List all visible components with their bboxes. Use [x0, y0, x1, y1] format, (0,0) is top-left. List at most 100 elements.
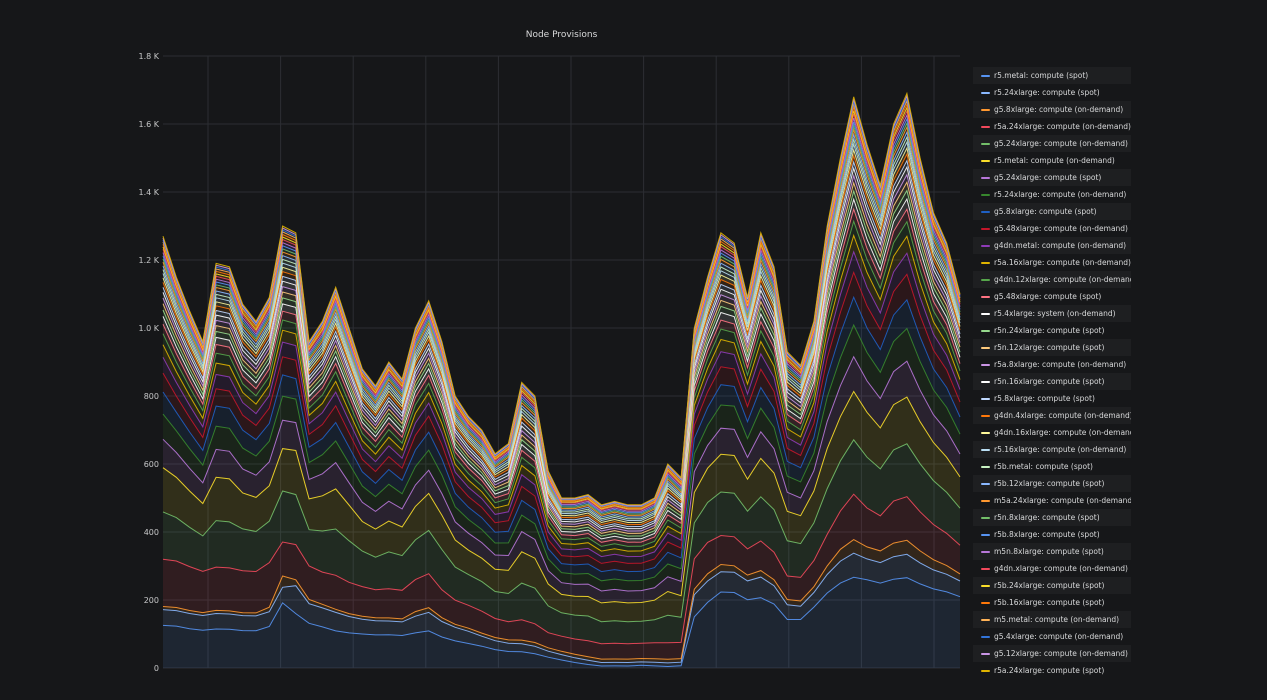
legend-swatch [981, 584, 990, 587]
legend-label: r5a.24xlarge: compute (on-demand) [994, 122, 1131, 131]
legend-item[interactable]: g4dn.4xlarge: compute (on-demand) [973, 407, 1131, 424]
legend-swatch [981, 482, 990, 485]
legend-item[interactable]: g5.24xlarge: compute (spot) [973, 169, 1131, 186]
legend-item[interactable]: g5.12xlarge: compute (on-demand) [973, 645, 1131, 662]
ytick-label: 600 [144, 460, 159, 469]
legend-label: r5b.metal: compute (spot) [994, 462, 1093, 471]
legend-label: r5.4xlarge: system (on-demand) [994, 309, 1116, 318]
legend-swatch [981, 601, 990, 604]
legend-swatch [981, 652, 990, 655]
legend-label: g5.8xlarge: compute (on-demand) [994, 105, 1124, 114]
legend-label: r5n.12xlarge: compute (spot) [994, 343, 1105, 352]
legend-item[interactable]: r5a.16xlarge: compute (on-demand) [973, 254, 1131, 271]
series-area [163, 439, 960, 644]
legend-item[interactable]: g4dn.xlarge: compute (on-demand) [973, 560, 1131, 577]
legend-item[interactable]: r5.metal: compute (spot) [973, 67, 1131, 84]
legend-label: r5b.16xlarge: compute (spot) [994, 598, 1105, 607]
legend-item[interactable]: r5.metal: compute (on-demand) [973, 152, 1131, 169]
legend-label: g5.4xlarge: compute (on-demand) [994, 632, 1124, 641]
series-line [162, 552, 961, 664]
ytick-label: 800 [144, 392, 159, 401]
legend-item[interactable]: g5.8xlarge: compute (on-demand) [973, 101, 1131, 118]
series-line [162, 250, 961, 558]
legend-swatch [981, 176, 990, 179]
legend-swatch [981, 635, 990, 638]
legend-swatch [981, 91, 990, 94]
legend-swatch [981, 346, 990, 349]
legend-label: r5.metal: compute (spot) [994, 71, 1089, 80]
legend-item[interactable]: g4dn.12xlarge: compute (on-demand) [973, 271, 1131, 288]
legend-swatch [981, 244, 990, 247]
legend-item[interactable]: r5n.16xlarge: compute (spot) [973, 373, 1131, 390]
legend-swatch [981, 159, 990, 162]
legend-item[interactable]: r5a.24xlarge: compute (spot) [973, 662, 1131, 679]
legend-item[interactable]: r5.4xlarge: system (on-demand) [973, 305, 1131, 322]
legend-label: r5n.16xlarge: compute (spot) [994, 377, 1105, 386]
legend-swatch [981, 499, 990, 502]
legend-item[interactable]: g5.24xlarge: compute (on-demand) [973, 135, 1131, 152]
series-line [162, 219, 961, 547]
legend-label: g4dn.12xlarge: compute (on-demand) [994, 275, 1131, 284]
legend-item[interactable]: r5.24xlarge: compute (on-demand) [973, 186, 1131, 203]
legend-label: g4dn.16xlarge: compute (on-demand) [994, 428, 1131, 437]
legend-swatch [981, 142, 990, 145]
legend-item[interactable]: g5.8xlarge: compute (spot) [973, 203, 1131, 220]
legend-item[interactable]: m5a.24xlarge: compute (on-demand) [973, 492, 1131, 509]
legend-label: m5n.8xlarge: compute (spot) [994, 547, 1104, 556]
legend-item[interactable]: r5a.24xlarge: compute (on-demand) [973, 118, 1131, 135]
legend-item[interactable]: g4dn.metal: compute (on-demand) [973, 237, 1131, 254]
legend-swatch [981, 210, 990, 213]
legend-label: r5a.16xlarge: compute (on-demand) [994, 258, 1131, 267]
legend-item[interactable]: r5.8xlarge: compute (spot) [973, 390, 1131, 407]
legend-swatch [981, 618, 990, 621]
ytick-label: 400 [144, 528, 159, 537]
legend-label: r5.metal: compute (on-demand) [994, 156, 1115, 165]
series-line [162, 576, 961, 668]
legend-label: g5.24xlarge: compute (on-demand) [994, 139, 1128, 148]
legend-item[interactable]: g5.4xlarge: compute (on-demand) [973, 628, 1131, 645]
legend-swatch [981, 278, 990, 281]
legend-label: r5.16xlarge: compute (on-demand) [994, 445, 1127, 454]
ytick-label: 1.0 K [138, 324, 159, 333]
legend-swatch [981, 669, 990, 672]
legend-swatch [981, 533, 990, 536]
legend-item[interactable]: r5.24xlarge: compute (spot) [973, 84, 1131, 101]
legend-item[interactable]: r5n.24xlarge: compute (spot) [973, 322, 1131, 339]
legend-item[interactable]: r5n.12xlarge: compute (spot) [973, 339, 1131, 356]
legend-item[interactable]: m5n.8xlarge: compute (spot) [973, 543, 1131, 560]
legend-item[interactable]: r5a.8xlarge: compute (on-demand) [973, 356, 1131, 373]
legend-swatch [981, 414, 990, 417]
legend-item[interactable]: r5b.8xlarge: compute (spot) [973, 526, 1131, 543]
legend-swatch [981, 397, 990, 400]
legend-label: r5.8xlarge: compute (spot) [994, 394, 1095, 403]
legend-item[interactable]: r5b.24xlarge: compute (spot) [973, 577, 1131, 594]
legend-item[interactable]: g4dn.16xlarge: compute (on-demand) [973, 424, 1131, 441]
series-area [163, 356, 960, 603]
series-line [162, 165, 961, 530]
legend-swatch [981, 295, 990, 298]
ytick-label: 200 [144, 596, 159, 605]
legend-label: r5b.12xlarge: compute (spot) [994, 479, 1105, 488]
legend-item[interactable]: g5.48xlarge: compute (spot) [973, 288, 1131, 305]
series-line [162, 173, 961, 532]
ytick-label: 1.8 K [138, 52, 159, 61]
legend-item[interactable]: r5n.8xlarge: compute (spot) [973, 509, 1131, 526]
legend-item[interactable]: r5b.12xlarge: compute (spot) [973, 475, 1131, 492]
legend-swatch [981, 431, 990, 434]
legend-item[interactable]: g5.48xlarge: compute (on-demand) [973, 220, 1131, 237]
legend-label: r5a.24xlarge: compute (spot) [994, 666, 1105, 675]
legend-label: g5.12xlarge: compute (on-demand) [994, 649, 1128, 658]
legend-label: r5b.8xlarge: compute (spot) [994, 530, 1100, 539]
legend-swatch [981, 193, 990, 196]
legend-label: g4dn.metal: compute (on-demand) [994, 241, 1127, 250]
legend-swatch [981, 380, 990, 383]
legend-swatch [981, 329, 990, 332]
legend-item[interactable]: r5.16xlarge: compute (on-demand) [973, 441, 1131, 458]
legend-item[interactable]: r5b.metal: compute (spot) [973, 458, 1131, 475]
series-line [162, 207, 961, 543]
legend-item[interactable]: r5b.16xlarge: compute (spot) [973, 594, 1131, 611]
legend-item[interactable]: m5.metal: compute (on-demand) [973, 611, 1131, 628]
legend-label: g5.8xlarge: compute (spot) [994, 207, 1097, 216]
legend-label: r5.24xlarge: compute (spot) [994, 88, 1100, 97]
